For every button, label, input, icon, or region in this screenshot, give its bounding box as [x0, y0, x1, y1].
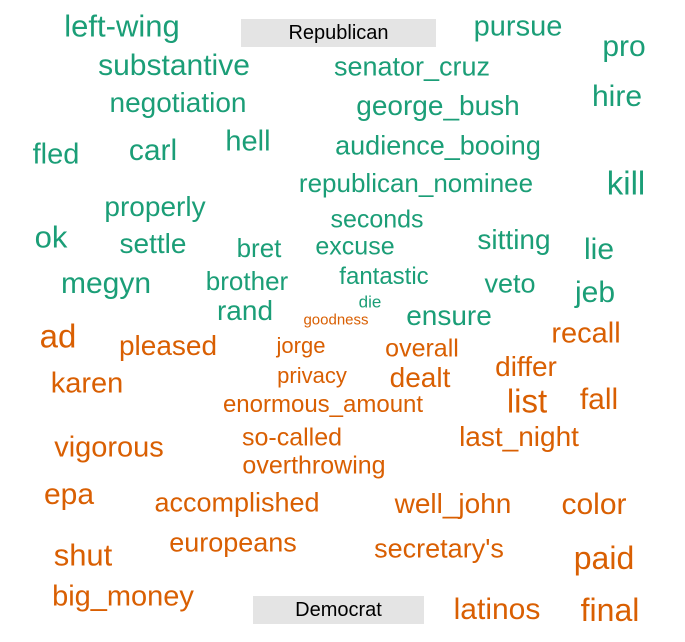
word-die: die — [358, 292, 382, 312]
word-recall: recall — [551, 317, 621, 350]
word-settle: settle — [119, 228, 187, 259]
word-negotiation: negotiation — [109, 87, 247, 118]
word-brother: brother — [205, 266, 289, 296]
word-george-bush: george_bush — [356, 90, 520, 121]
word-veto: veto — [484, 268, 536, 299]
word-color: color — [561, 488, 627, 521]
word-substantive: substantive — [98, 49, 250, 82]
word-seconds: seconds — [330, 205, 424, 234]
word-vigorous: vigorous — [54, 431, 164, 464]
word-karen: karen — [50, 367, 124, 400]
word-pursue: pursue — [473, 10, 563, 43]
word-last-night: last_night — [459, 421, 579, 452]
word-latinos: latinos — [453, 593, 541, 626]
word-left-wing: left-wing — [64, 8, 180, 44]
word-megyn: megyn — [60, 267, 152, 300]
word-carl: carl — [128, 134, 178, 167]
word-kill: kill — [606, 164, 646, 202]
word-ad: ad — [39, 317, 77, 355]
word-overthrowing: overthrowing — [242, 451, 386, 480]
word-differ: differ — [495, 351, 557, 382]
word-dealt: dealt — [389, 362, 451, 393]
word-shut: shut — [53, 537, 113, 573]
word-properly: properly — [104, 191, 206, 222]
word-pleased: pleased — [118, 330, 218, 361]
word-well-john: well_john — [394, 488, 512, 519]
word-secretary-s: secretary's — [374, 533, 504, 564]
word-fled: fled — [32, 138, 80, 171]
word-jorge: jorge — [276, 333, 326, 358]
word-paid: paid — [573, 540, 635, 576]
word-hell: hell — [225, 125, 271, 158]
word-epa: epa — [43, 478, 95, 511]
word-ok: ok — [34, 219, 68, 255]
word-list: list — [506, 382, 548, 420]
word-privacy: privacy — [277, 363, 347, 388]
word-final: final — [580, 592, 640, 628]
word-fall: fall — [579, 383, 619, 416]
word-big-money: big_money — [52, 580, 194, 613]
word-audience-booing: audience_booing — [335, 130, 541, 161]
word-pro: pro — [602, 30, 646, 63]
word-overall: overall — [385, 334, 459, 363]
word-accomplished: accomplished — [154, 487, 320, 518]
word-enormous-amount: enormous_amount — [222, 391, 424, 418]
republican-label: Republican — [241, 19, 436, 47]
word-jeb: jeb — [574, 276, 616, 309]
democrat-label: Democrat — [253, 596, 424, 624]
word-fantastic: fantastic — [339, 263, 429, 290]
word-so-called: so-called — [241, 423, 343, 452]
word-sitting: sitting — [477, 224, 551, 255]
word-europeans: europeans — [169, 527, 297, 558]
word-goodness: goodness — [303, 311, 369, 329]
word-lie: lie — [583, 233, 615, 266]
word-republican-nominee: republican_nominee — [298, 168, 534, 198]
word-excuse: excuse — [315, 232, 395, 261]
word-rand: rand — [216, 295, 274, 326]
word-senator-cruz: senator_cruz — [333, 51, 491, 82]
word-bret: bret — [236, 233, 282, 263]
word-ensure: ensure — [406, 300, 492, 331]
word-hire: hire — [591, 80, 643, 113]
